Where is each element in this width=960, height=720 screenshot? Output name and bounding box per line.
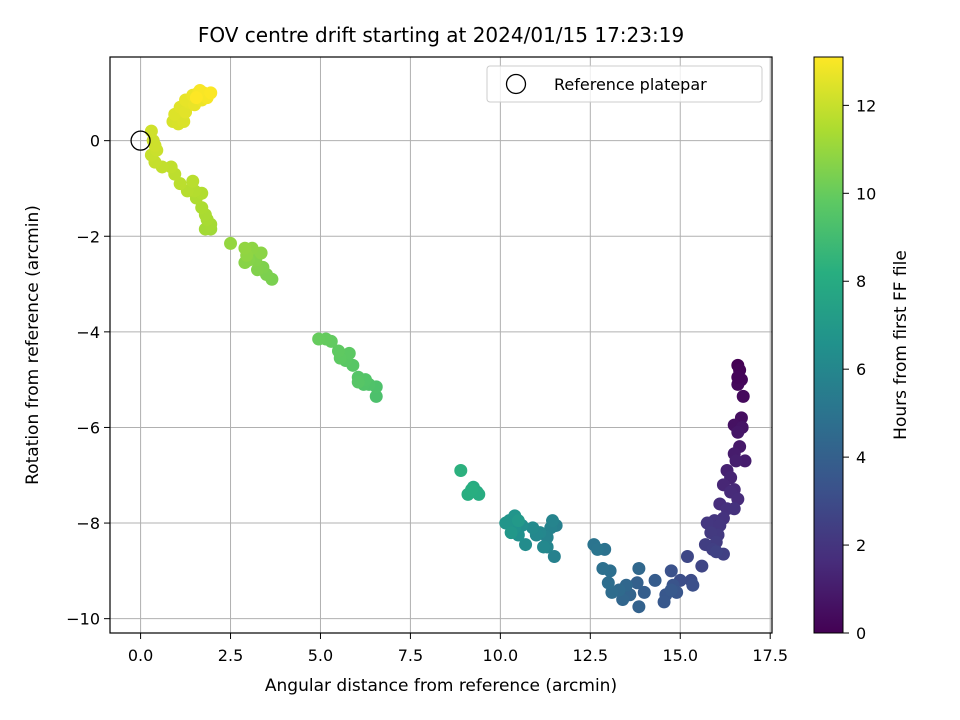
data-point [727,502,741,516]
scatter-points [144,83,752,614]
data-point [601,576,615,590]
data-point [648,573,662,587]
data-point [695,559,709,573]
data-point [204,86,218,100]
legend-label: Reference platepar [554,75,707,94]
y-axis-label: Rotation from reference (arcmin) [23,205,43,485]
data-point [148,138,162,152]
legend-marker [505,73,527,95]
data-point [526,521,540,535]
x-axis-label: Angular distance from reference (arcmin) [265,676,617,696]
colorbar-label: Hours from first FF file [891,250,911,440]
data-point [632,561,646,575]
data-point [591,542,605,556]
data-point [511,514,525,528]
data-point [632,600,646,614]
data-point [189,91,203,105]
colorbar-tick-label: 4 [856,448,866,467]
colorbar-gradient [813,56,844,634]
data-point [369,389,383,403]
x-tick-label: 12.5 [572,646,608,665]
data-point [504,526,518,540]
data-point [630,576,644,590]
y-tick-label: −4 [76,323,100,342]
x-tick-label: 0.0 [128,646,153,665]
data-point [224,236,238,250]
colorbar-tick-label: 8 [856,272,866,291]
y-tick-label: −6 [76,418,100,437]
reference-point [130,130,151,151]
data-point [519,538,533,552]
legend: Reference platepar [486,65,763,103]
data-point [704,526,718,540]
plot-frame [109,56,773,634]
data-point [164,160,178,174]
data-point [186,174,200,188]
data-point [312,332,326,346]
data-point [664,564,678,578]
data-point [680,550,694,564]
data-point [729,454,743,468]
y-tick-label: 0 [90,132,100,151]
x-tick-label: 17.5 [752,646,788,665]
data-point [596,561,610,575]
legend-box [486,65,763,103]
data-point [709,545,723,559]
y-tick-label: −10 [66,610,100,629]
x-tick-label: 5.0 [308,646,333,665]
data-point [465,483,479,497]
colorbar-tick-label: 10 [856,184,876,203]
x-tick-label: 15.0 [662,646,698,665]
data-point [731,425,745,439]
data-point [537,540,551,554]
data-point [331,344,345,358]
colorbar-tick-label: 0 [856,624,866,643]
data-point [173,177,187,191]
x-tick-label: 7.5 [398,646,423,665]
y-axis-ticks: 0 −2 −4 −6 −8 −10 [66,132,110,629]
y-tick-label: −8 [76,514,100,533]
colorbar-tick-label: 6 [856,360,866,379]
colorbar-tick-label: 2 [856,536,866,555]
x-tick-label: 10.0 [483,646,519,665]
data-point [454,463,468,477]
data-point [664,583,678,597]
data-point [637,585,651,599]
colorbar-tick-label: 12 [856,96,876,115]
colorbar-ticks: 0 2 4 6 8 10 12 [843,96,876,643]
data-point [144,124,158,138]
data-point [736,389,750,403]
data-point [686,578,700,592]
y-tick-label: −2 [76,227,100,246]
colorbar: 0 2 4 6 8 10 12 Hours from first FF file [813,56,911,643]
data-point [195,201,209,215]
data-point [731,370,745,384]
data-point [657,595,671,609]
x-tick-label: 2.5 [218,646,243,665]
chart-title: FOV centre drift starting at 2024/01/15 … [198,23,684,47]
data-point [547,550,561,564]
grid-lines [110,57,772,633]
data-point [738,454,752,468]
data-point [351,375,365,389]
x-axis-ticks: 0.0 2.5 5.0 7.5 10.0 12.5 15.0 17.5 [128,633,788,665]
data-point [546,514,560,528]
data-point [499,516,513,530]
reference-marker [130,130,151,151]
data-point [238,241,252,255]
